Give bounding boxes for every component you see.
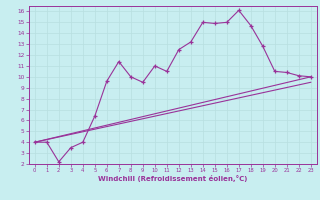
X-axis label: Windchill (Refroidissement éolien,°C): Windchill (Refroidissement éolien,°C)	[98, 175, 247, 182]
